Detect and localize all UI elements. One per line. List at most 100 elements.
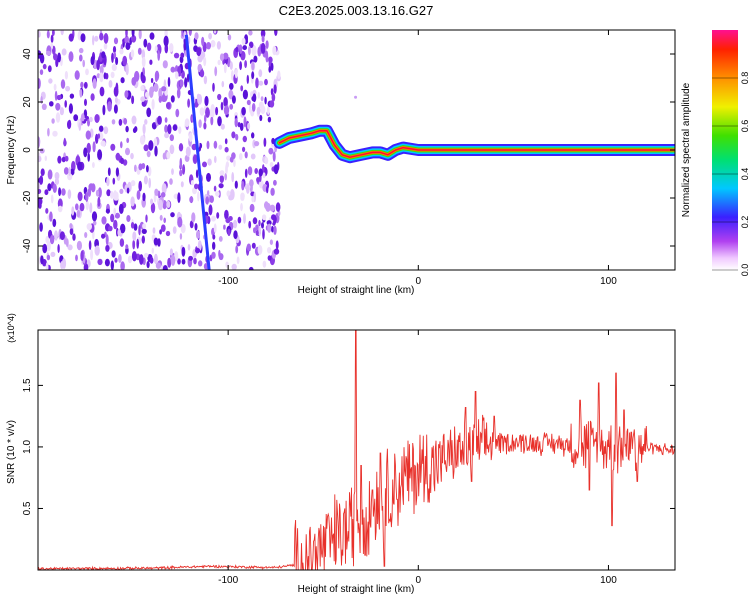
noise-speckle <box>117 229 121 236</box>
noise-speckle <box>158 95 162 103</box>
chart-title: C2E3.2025.003.13.16.G27 <box>278 3 434 18</box>
noise-speckle <box>172 124 178 131</box>
noise-speckle <box>52 130 58 137</box>
noise-speckle <box>162 265 168 270</box>
noise-speckle <box>150 198 154 205</box>
noise-speckle <box>89 116 93 123</box>
noise-speckle <box>130 152 134 160</box>
noise-speckle <box>256 106 261 115</box>
noise-speckle <box>57 155 62 164</box>
noise-speckle <box>64 155 69 162</box>
noise-speckle <box>269 204 276 212</box>
noise-speckle <box>64 70 68 80</box>
noise-speckle <box>262 260 267 268</box>
noise-speckle <box>59 231 65 241</box>
noise-speckle <box>264 96 267 105</box>
x-tick-label: -100 <box>218 575 238 586</box>
noise-speckle <box>249 203 255 213</box>
noise-speckle <box>114 257 118 263</box>
noise-speckle <box>216 41 221 50</box>
noise-speckle <box>142 123 146 135</box>
noise-speckle <box>99 65 104 75</box>
noise-speckle <box>223 224 226 230</box>
noise-speckle <box>198 260 203 267</box>
noise-speckle <box>97 258 103 266</box>
noise-speckle <box>92 141 96 153</box>
noise-speckle <box>67 244 73 251</box>
noise-speckle <box>207 158 212 166</box>
noise-speckle <box>266 185 269 194</box>
noise-speckle <box>157 50 161 61</box>
noise-speckle <box>176 88 181 99</box>
noise-speckle <box>38 136 41 148</box>
noise-speckle <box>74 70 80 80</box>
noise-speckle <box>235 133 239 141</box>
noise-speckle <box>69 93 75 99</box>
noise-speckle <box>240 50 246 61</box>
noise-speckle <box>189 220 194 229</box>
noise-speckle <box>265 202 271 212</box>
noise-speckle <box>73 114 79 122</box>
noise-speckle <box>198 119 202 128</box>
noise-speckle <box>177 258 181 265</box>
noise-speckle <box>209 195 214 203</box>
noise-speckle <box>141 56 146 68</box>
x-tick-label: 0 <box>416 276 422 287</box>
noise-speckle <box>248 30 253 36</box>
noise-speckle <box>218 236 223 242</box>
noise-speckle <box>131 77 137 86</box>
noise-speckle <box>178 143 184 152</box>
y-tick-label: 40 <box>22 48 33 60</box>
x-tick-label: 100 <box>600 276 617 287</box>
noise-speckle <box>94 114 100 123</box>
noise-speckle <box>96 73 101 79</box>
noise-speckle <box>148 140 154 151</box>
noise-speckle <box>60 30 64 36</box>
noise-speckle <box>160 224 166 232</box>
noise-speckle <box>273 164 279 175</box>
noise-speckle <box>41 103 47 111</box>
noise-speckle <box>263 137 267 147</box>
noise-speckle <box>87 118 90 127</box>
noise-speckle <box>88 240 92 251</box>
noise-speckle <box>97 149 103 161</box>
noise-speckle <box>67 173 73 181</box>
noise-speckle <box>114 97 118 104</box>
noise-speckle <box>240 203 243 212</box>
noise-speckle <box>229 82 234 90</box>
noise-speckle <box>106 177 110 187</box>
noise-speckle <box>77 161 83 171</box>
noise-speckle <box>72 233 76 241</box>
noise-speckle <box>203 122 207 130</box>
y-tick-label: -40 <box>22 238 33 253</box>
noise-speckle <box>255 77 259 89</box>
noise-speckle <box>143 144 149 152</box>
noise-speckle <box>49 101 54 107</box>
noise-speckle <box>241 180 245 191</box>
noise-speckle <box>231 95 236 104</box>
colorbar-tick-label: 0.6 <box>740 120 750 133</box>
x-axis-label-bottom: Height of straight line (km) <box>298 584 415 595</box>
noise-speckle <box>113 104 118 114</box>
noise-speckle <box>49 211 53 222</box>
noise-speckle <box>40 255 44 265</box>
noise-speckle <box>214 155 217 164</box>
noise-speckle <box>258 168 263 177</box>
noise-speckle <box>239 153 243 161</box>
noise-speckle <box>212 234 216 240</box>
noise-speckle <box>120 141 123 149</box>
noise-speckle <box>234 180 238 189</box>
noise-speckle <box>273 248 280 255</box>
noise-speckle <box>194 183 199 190</box>
noise-speckle <box>113 207 116 216</box>
noise-speckle <box>275 202 281 212</box>
noise-speckle <box>67 189 72 200</box>
noise-speckle <box>137 47 142 55</box>
noise-speckle <box>255 224 259 231</box>
noise-speckle <box>221 80 225 88</box>
noise-speckle <box>86 223 93 231</box>
noise-speckle <box>229 103 234 110</box>
noise-speckle <box>266 106 270 115</box>
noise-speckle <box>205 196 209 205</box>
noise-speckle <box>169 248 173 256</box>
